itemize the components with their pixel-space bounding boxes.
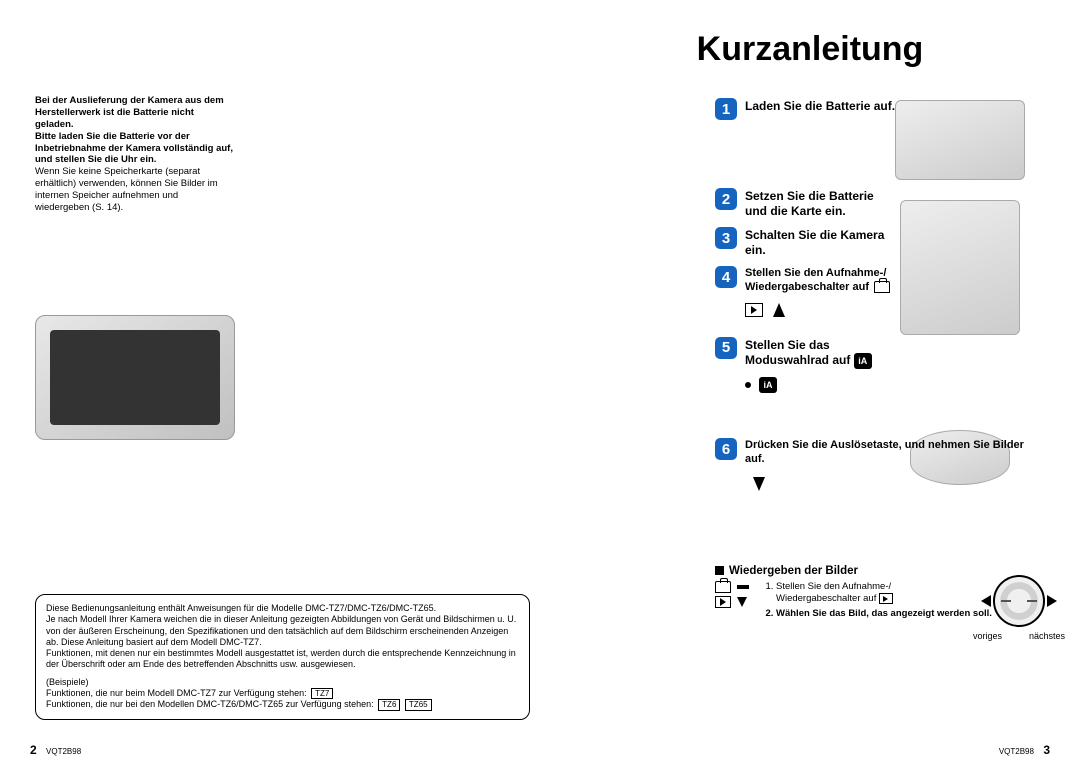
page-title: Kurzanleitung bbox=[697, 30, 924, 69]
doc-id-left: VQT2B98 bbox=[46, 747, 81, 756]
step-1-text: Laden Sie die Batterie auf. bbox=[745, 98, 895, 114]
footer-left: 2 VQT2B98 bbox=[30, 743, 81, 757]
notice-p2: Je nach Modell Ihrer Kamera weichen die … bbox=[46, 614, 519, 648]
step-4-text: Stellen Sie den Aufnahme-/ Wiedergabesch… bbox=[745, 266, 890, 295]
step-5: 5 Stellen Sie das Moduswahlrad auf iA bbox=[715, 337, 1065, 370]
step-1: 1 Laden Sie die Batterie auf. bbox=[715, 98, 1065, 120]
step-number-3: 3 bbox=[715, 227, 737, 249]
page-left: Bei der Auslieferung der Kamera aus dem … bbox=[0, 0, 540, 765]
step-number-4: 4 bbox=[715, 266, 737, 288]
ia-mode-icon: iA bbox=[854, 353, 872, 369]
playback-instructions: Stellen Sie den Aufnahme-/ Wiedergabesch… bbox=[761, 581, 992, 622]
playback-step-1: Stellen Sie den Aufnahme-/ Wiedergabesch… bbox=[776, 581, 992, 606]
model-tag-tz7: TZ7 bbox=[311, 688, 333, 700]
camera-back-illustration bbox=[35, 315, 235, 440]
playback-icon-inline bbox=[879, 593, 893, 604]
intro-line-1: Bei der Auslieferung der Kamera aus dem … bbox=[35, 95, 224, 130]
page-number-right: 3 bbox=[1043, 743, 1050, 757]
step-number-6: 6 bbox=[715, 438, 737, 460]
camera-mode-icon bbox=[874, 281, 890, 293]
playback-icon-small bbox=[745, 303, 763, 317]
playback-switch-icons bbox=[715, 581, 749, 622]
notice-example-2: Funktionen, die nur bei den Modellen DMC… bbox=[46, 699, 519, 711]
step-4: 4 Stellen Sie den Aufnahme-/ Wiedergabes… bbox=[715, 266, 1065, 295]
notice-p1: Diese Bedienungsanleitung enthält Anweis… bbox=[46, 603, 519, 614]
step-6-text: Drücken Sie die Auslösetaste, und nehmen… bbox=[745, 438, 1045, 467]
model-tag-tz6: TZ6 bbox=[378, 699, 400, 711]
arrow-left-icon bbox=[981, 595, 991, 607]
step-2-text: Setzen Sie die Batterie und die Karte ei… bbox=[745, 188, 895, 219]
intro-text-block: Bei der Auslieferung der Kamera aus dem … bbox=[35, 95, 235, 214]
nav-labels: voriges nächstes bbox=[973, 631, 1065, 641]
step-2: 2 Setzen Sie die Batterie und die Karte … bbox=[715, 188, 1065, 219]
doc-id-right: VQT2B98 bbox=[999, 747, 1034, 756]
notice-example-1: Funktionen, die nur beim Modell DMC-TZ7 … bbox=[46, 688, 519, 700]
step-number-5: 5 bbox=[715, 337, 737, 359]
step-3: 3 Schalten Sie die Kamera ein. bbox=[715, 227, 1065, 258]
playback-step-2: Wählen Sie das Bild, das angezeigt werde… bbox=[776, 608, 992, 620]
footer-right: VQT2B98 3 bbox=[999, 743, 1050, 757]
steps-list: 1 Laden Sie die Batterie auf. 2 Setzen S… bbox=[715, 98, 1065, 491]
arrow-down-icon bbox=[753, 477, 765, 491]
arrow-up-icon bbox=[773, 303, 785, 317]
switch-indicator bbox=[745, 303, 1065, 317]
step-3-text: Schalten Sie die Kamera ein. bbox=[745, 227, 895, 258]
dial-dot-icon bbox=[745, 382, 751, 388]
prev-label: voriges bbox=[973, 631, 1002, 641]
camera-mode-icon-small bbox=[715, 581, 731, 593]
dial-indicator: iA bbox=[745, 377, 1065, 393]
navigation-ring: voriges nächstes bbox=[988, 575, 1050, 641]
notice-box: Diese Bedienungsanleitung enthält Anweis… bbox=[35, 594, 530, 720]
step-6: 6 Drücken Sie die Auslösetaste, und nehm… bbox=[715, 438, 1065, 467]
shutter-arrow bbox=[753, 477, 1065, 491]
next-label: nächstes bbox=[1029, 631, 1065, 641]
model-tag-tz65: TZ65 bbox=[405, 699, 432, 711]
step-number-2: 2 bbox=[715, 188, 737, 210]
step-5-text: Stellen Sie das Moduswahlrad auf iA bbox=[745, 337, 872, 370]
ia-mode-icon-small: iA bbox=[759, 377, 777, 393]
arrow-right-icon bbox=[1047, 595, 1057, 607]
step-number-1: 1 bbox=[715, 98, 737, 120]
page-right: Kurzanleitung 1 Laden Sie die Batterie a… bbox=[540, 0, 1080, 765]
switch-bar-top bbox=[737, 585, 749, 589]
intro-line-2: Bitte laden Sie die Batterie vor der Inb… bbox=[35, 131, 233, 166]
arrow-down-small-icon bbox=[737, 597, 747, 607]
notice-p3: Funktionen, mit denen nur ein bestimmtes… bbox=[46, 648, 519, 671]
notice-examples-heading: (Beispiele) bbox=[46, 677, 519, 688]
intro-line-3: Wenn Sie keine Speicherkarte (separat er… bbox=[35, 166, 218, 213]
page-number-left: 2 bbox=[30, 743, 37, 757]
d-pad-ring-icon bbox=[993, 575, 1045, 627]
playback-mode-icon-small bbox=[715, 596, 731, 608]
